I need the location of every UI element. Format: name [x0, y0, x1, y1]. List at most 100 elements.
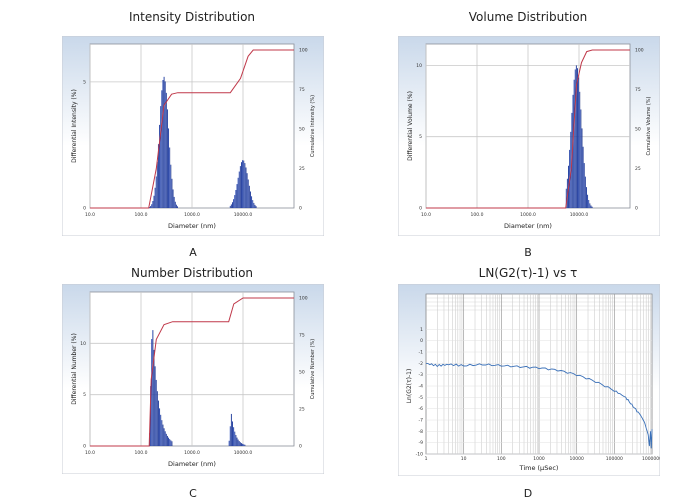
- chart-d-ytick-label: -4: [419, 384, 424, 390]
- chart-a-y2tick-label: 75: [299, 87, 305, 93]
- chart-b-bar: [565, 188, 567, 208]
- chart-b-bar: [591, 206, 593, 208]
- chart-d-panel: 110100100010000100000100000010-1-2-3-4-5…: [398, 284, 660, 476]
- chart-b-bar: [578, 77, 580, 208]
- chart-a-bar: [233, 199, 235, 208]
- chart-c-bar: [170, 440, 172, 446]
- chart-b-xlabel: Diameter (nm): [504, 222, 552, 230]
- chart-a-y2label: Cumulative Intensity (%): [310, 95, 316, 157]
- chart-a-bar: [166, 109, 168, 208]
- chart-c-y2tick-label: 100: [299, 296, 308, 302]
- chart-d-ytick-label: -8: [419, 429, 424, 435]
- chart-c-bar: [163, 428, 165, 446]
- chart-c-bar: [239, 442, 241, 446]
- chart-a-bar: [172, 189, 174, 208]
- chart-a-bar: [155, 176, 157, 208]
- chart-d-xlabel: Time (µSec): [519, 464, 559, 472]
- chart-a-label: A: [189, 246, 197, 259]
- chart-a-bar: [150, 206, 152, 208]
- chart-c-bar: [164, 431, 166, 446]
- chart-b-ylabel: Differential Volume (%): [407, 91, 414, 161]
- chart-b-y2tick-label: 25: [635, 166, 641, 172]
- chart-b-bar: [583, 163, 585, 208]
- chart-a-bar: [168, 128, 170, 208]
- chart-d-ytick-label: 1: [420, 327, 423, 333]
- chart-c-bar: [159, 408, 161, 446]
- chart-c-bar: [157, 400, 159, 446]
- chart-d-xtick-label: 1000: [533, 456, 545, 462]
- chart-c-bar: [229, 426, 231, 446]
- chart-b-xtick-label: 10.0: [421, 212, 431, 218]
- chart-a-bar: [162, 79, 164, 208]
- chart-c-bar: [169, 439, 171, 446]
- chart-b-cumulative-line: [426, 49, 630, 209]
- chart-a-bar: [234, 195, 236, 208]
- chart-d-xtick-label: 100000: [606, 456, 623, 462]
- chart-c-y2tick-label: 25: [299, 407, 305, 413]
- chart-a-bar: [163, 76, 165, 208]
- chart-b-title: Volume Distribution: [468, 10, 588, 24]
- chart-d-xtick-label: 1000000: [642, 456, 660, 462]
- chart-a-bar: [248, 185, 250, 208]
- chart-a-xlabel: Diameter (nm): [168, 222, 216, 230]
- chart-c-bar: [160, 414, 162, 446]
- chart-a-bar: [253, 202, 255, 208]
- chart-d-xtick-label: 10: [461, 456, 467, 462]
- chart-b-bar: [575, 65, 577, 208]
- chart-a-bar: [251, 196, 253, 208]
- chart-c-title: Number Distribution: [130, 266, 254, 280]
- chart-b-xtick-label: 100.0: [471, 212, 484, 218]
- chart-c-ytick-label: 10: [80, 341, 86, 347]
- chart-b-y2tick-label: 50: [635, 127, 641, 133]
- chart-a-ytick-label: 0: [83, 206, 86, 212]
- chart-c-bar: [234, 431, 236, 446]
- chart-c-xtick-label: 100.0: [135, 450, 148, 456]
- chart-b-bar: [580, 109, 582, 208]
- chart-a-bar: [240, 162, 242, 208]
- chart-a-xtick-label: 100.0: [135, 212, 148, 218]
- chart-c-xtick-label: 10.0: [85, 450, 95, 456]
- chart-a-bar: [161, 90, 163, 208]
- chart-a-bar: [160, 106, 162, 208]
- chart-c-panel: 10.0 100.0 1000.0 10000.005100255075100Diam…: [62, 284, 324, 474]
- chart-c-bar: [243, 444, 245, 446]
- chart-a-bar: [237, 177, 239, 208]
- chart-a-bar: [243, 160, 245, 208]
- chart-d-ytick-label: -5: [419, 395, 424, 401]
- chart-d-ytick-label: -3: [419, 372, 424, 378]
- chart-c-y2tick-label: 50: [299, 370, 305, 376]
- chart-b-bar: [576, 68, 578, 208]
- chart-c-bar: [242, 443, 244, 446]
- chart-a-bar: [151, 204, 153, 208]
- chart-a-bar: [242, 160, 244, 208]
- chart-c-bar: [153, 349, 155, 446]
- chart-a-bar: [249, 191, 251, 208]
- chart-b-y2tick-label: 100: [635, 48, 644, 54]
- chart-a-bar: [159, 124, 161, 208]
- chart-b-y2tick-label: 75: [635, 87, 641, 93]
- chart-d-ytick-label: -1: [419, 350, 424, 356]
- chart-a-bar: [165, 92, 167, 208]
- chart-c-ytick-label: 0: [83, 444, 86, 450]
- chart-d-ytick-label: -7: [419, 418, 424, 424]
- chart-d-xtick-label: 1: [425, 456, 428, 462]
- chart-c-xlabel: Diameter (nm): [168, 460, 216, 468]
- chart-c-y2tick-label: 0: [299, 444, 302, 450]
- chart-c-bar: [230, 413, 232, 446]
- chart-c-bar: [152, 330, 154, 446]
- chart-a-xtick-label: 1000.0: [184, 212, 200, 218]
- chart-a-xtick-label: 10.0: [85, 212, 95, 218]
- chart-d-ytick-label: -2: [419, 361, 424, 367]
- chart-c-bar: [228, 440, 230, 446]
- chart-c-bar: [156, 391, 158, 446]
- chart-c-ylabel: Differential Number (%): [71, 333, 78, 405]
- chart-a-bar: [156, 161, 158, 208]
- chart-b-xtick-label: 1000.0: [520, 212, 536, 218]
- chart-b-bar: [587, 194, 589, 208]
- chart-a-bar: [238, 171, 240, 208]
- chart-c-bar: [235, 435, 237, 446]
- chart-d-ytick-label: -10: [416, 452, 423, 458]
- chart-a-y2tick-label: 50: [299, 127, 305, 133]
- chart-a-bar: [164, 81, 166, 208]
- chart-a-bar: [175, 204, 177, 208]
